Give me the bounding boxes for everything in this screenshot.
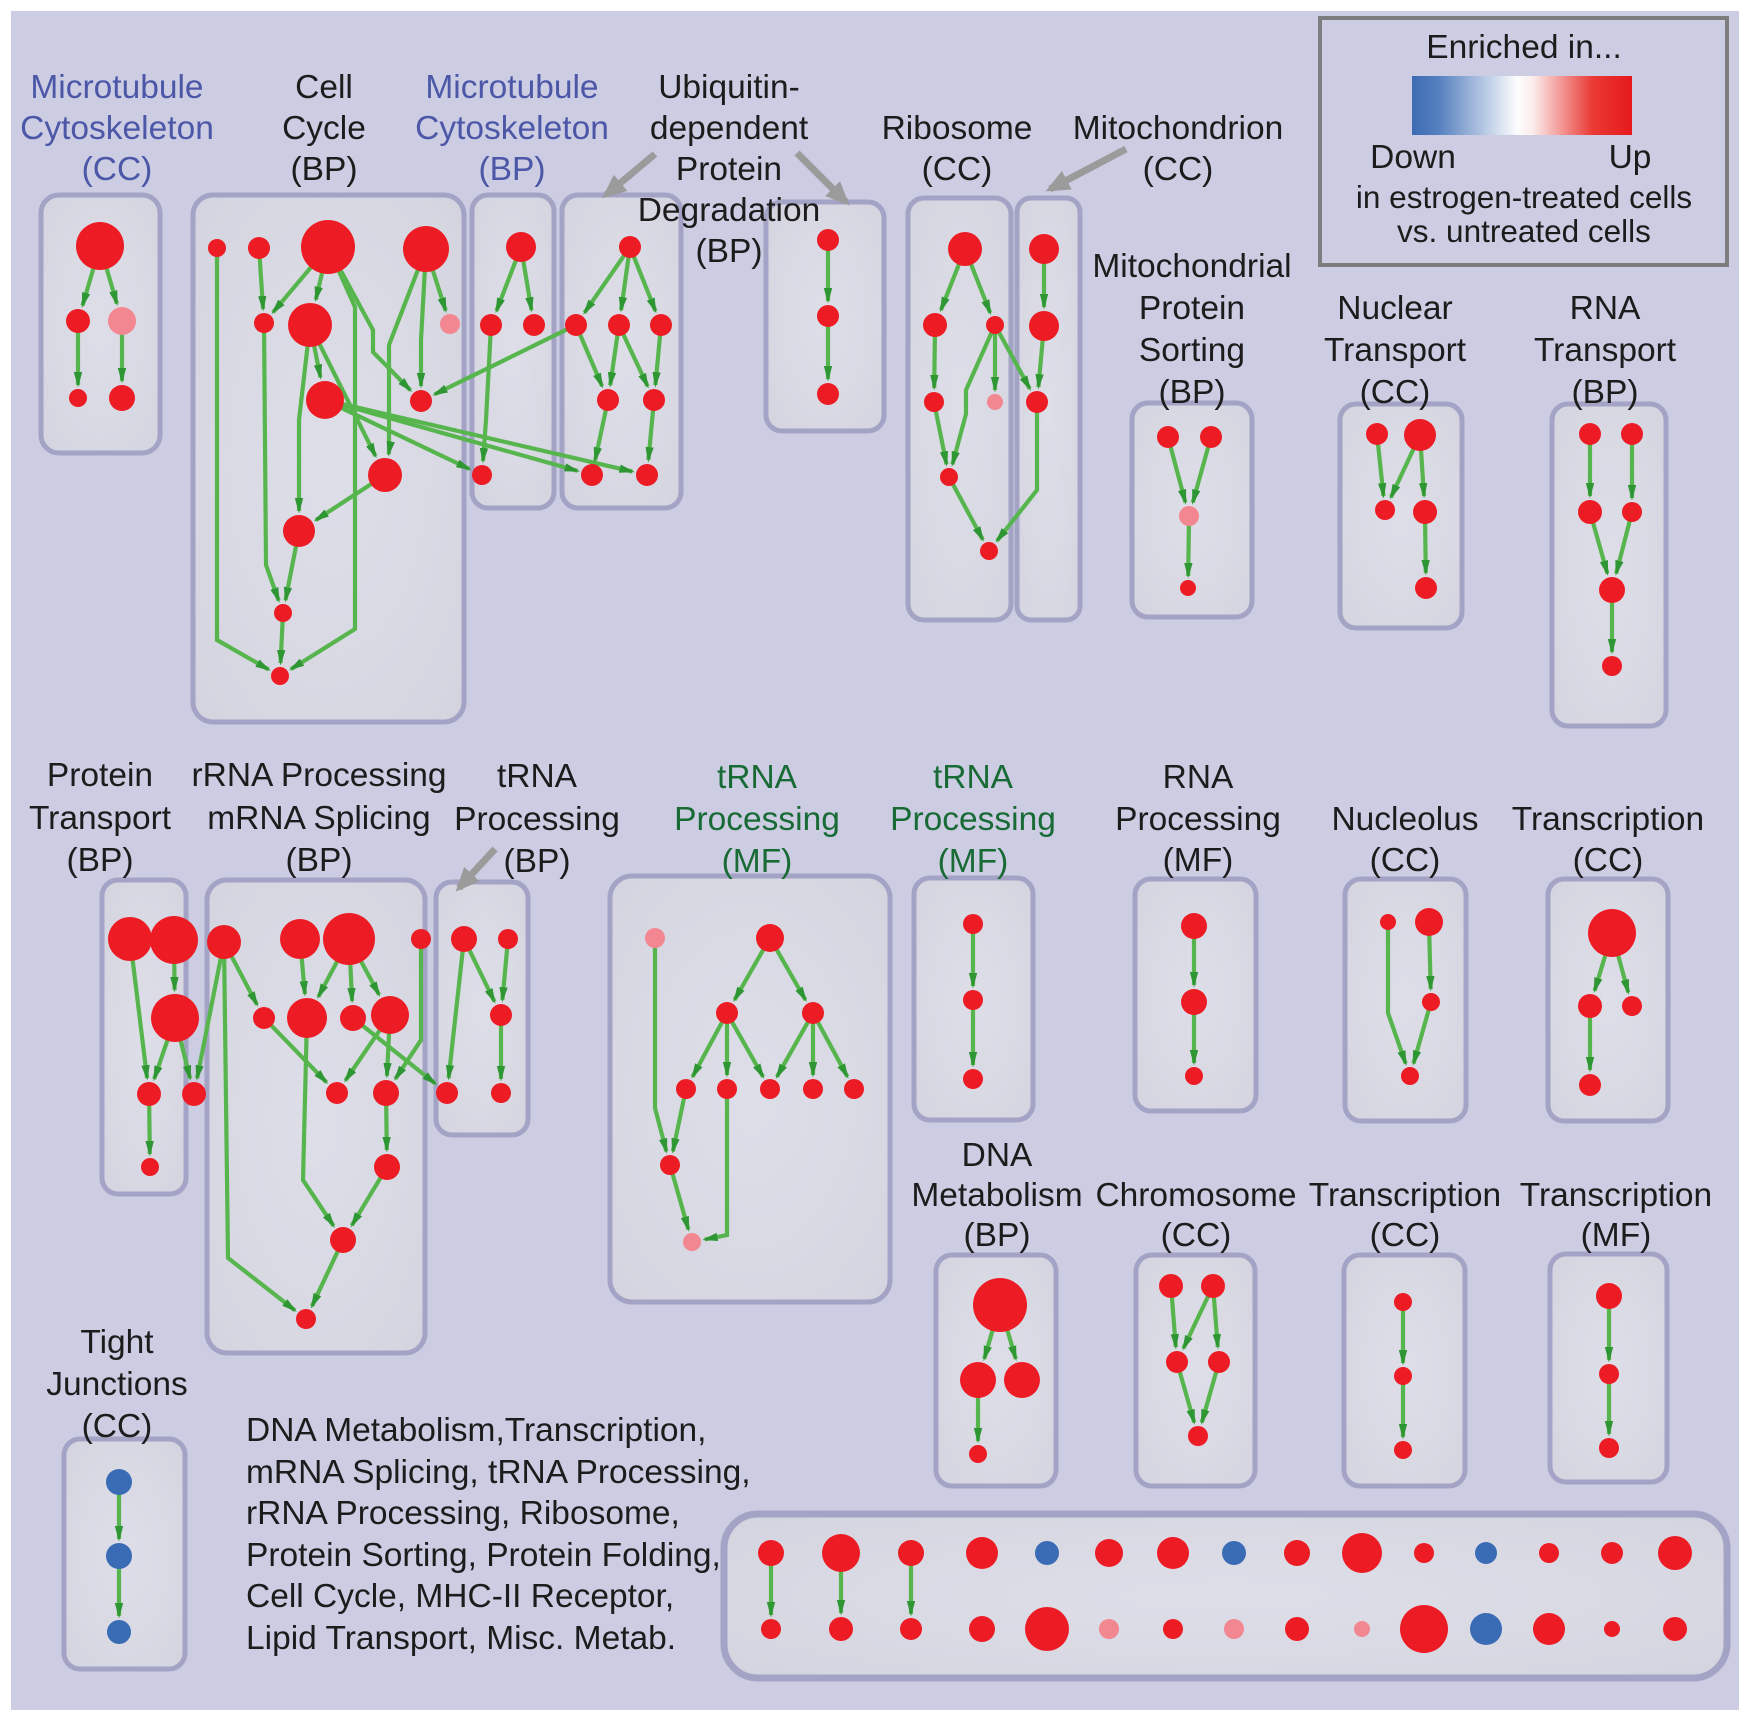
svg-text:Cytoskeleton: Cytoskeleton — [20, 110, 214, 147]
svg-text:Processing: Processing — [674, 801, 840, 838]
svg-text:(CC): (CC) — [1370, 1217, 1441, 1254]
svg-text:Lipid Transport, Misc. Metab.: Lipid Transport, Misc. Metab. — [246, 1620, 676, 1657]
svg-text:Cell: Cell — [295, 69, 353, 106]
svg-text:(BP): (BP) — [291, 151, 358, 188]
svg-text:Ubiquitin-: Ubiquitin- — [658, 69, 800, 106]
svg-text:dependent: dependent — [650, 110, 809, 147]
svg-text:Microtubule: Microtubule — [30, 69, 203, 106]
svg-text:(BP): (BP) — [964, 1217, 1031, 1254]
svg-text:RNA: RNA — [1163, 759, 1234, 796]
svg-text:(CC): (CC) — [922, 151, 993, 188]
svg-text:DNA Metabolism,Transcription,: DNA Metabolism,Transcription, — [246, 1412, 706, 1449]
svg-text:(BP): (BP) — [696, 233, 763, 270]
svg-text:tRNA: tRNA — [933, 759, 1014, 796]
svg-text:Ribosome: Ribosome — [882, 110, 1033, 147]
svg-text:Degradation: Degradation — [638, 192, 821, 229]
svg-text:RNA: RNA — [1570, 290, 1641, 327]
svg-text:Metabolism: Metabolism — [911, 1177, 1082, 1214]
svg-text:Up: Up — [1609, 139, 1652, 176]
svg-text:Cell Cycle, MHC-II Receptor,: Cell Cycle, MHC-II Receptor, — [246, 1578, 674, 1615]
svg-text:Protein Sorting, Protein Foldi: Protein Sorting, Protein Folding, — [246, 1537, 721, 1574]
svg-text:(CC): (CC) — [1161, 1217, 1232, 1254]
svg-text:Transcription: Transcription — [1512, 801, 1704, 838]
svg-text:Transport: Transport — [29, 800, 172, 837]
svg-text:(BP): (BP) — [1572, 374, 1639, 411]
svg-text:(CC): (CC) — [1370, 842, 1441, 879]
svg-text:(BP): (BP) — [504, 843, 571, 880]
svg-text:Processing: Processing — [890, 801, 1056, 838]
svg-text:Nucleolus: Nucleolus — [1331, 801, 1478, 838]
svg-text:(BP): (BP) — [1159, 374, 1226, 411]
svg-text:Microtubule: Microtubule — [425, 69, 598, 106]
svg-text:Transcription: Transcription — [1520, 1177, 1712, 1214]
svg-text:(CC): (CC) — [82, 151, 153, 188]
svg-text:(BP): (BP) — [479, 151, 546, 188]
svg-text:Processing: Processing — [1115, 801, 1281, 838]
svg-text:Transport: Transport — [1324, 332, 1467, 369]
svg-text:Processing: Processing — [454, 801, 620, 838]
svg-text:tRNA: tRNA — [717, 759, 798, 796]
svg-text:(CC): (CC) — [1360, 374, 1431, 411]
svg-text:Enriched in...: Enriched in... — [1426, 29, 1622, 66]
svg-text:in estrogen-treated cells: in estrogen-treated cells — [1356, 179, 1692, 215]
svg-text:(BP): (BP) — [286, 842, 353, 879]
svg-text:Mitochondrial: Mitochondrial — [1092, 248, 1291, 285]
svg-text:rRNA Processing: rRNA Processing — [191, 757, 446, 794]
svg-text:(MF): (MF) — [722, 843, 793, 880]
svg-text:DNA: DNA — [962, 1137, 1033, 1174]
svg-text:Transport: Transport — [1534, 332, 1677, 369]
svg-text:Chromosome: Chromosome — [1095, 1177, 1296, 1214]
svg-text:Down: Down — [1370, 139, 1456, 176]
svg-text:(MF): (MF) — [1163, 842, 1234, 879]
svg-text:(MF): (MF) — [938, 843, 1009, 880]
svg-text:Protein: Protein — [47, 757, 153, 794]
svg-text:Protein: Protein — [676, 151, 782, 188]
svg-text:Junctions: Junctions — [46, 1366, 188, 1403]
svg-text:rRNA Processing, Ribosome,: rRNA Processing, Ribosome, — [246, 1495, 680, 1532]
svg-text:Mitochondrion: Mitochondrion — [1073, 110, 1283, 147]
svg-text:(CC): (CC) — [1573, 842, 1644, 879]
svg-text:Cycle: Cycle — [282, 110, 366, 147]
svg-text:Cytoskeleton: Cytoskeleton — [415, 110, 609, 147]
svg-text:vs. untreated cells: vs. untreated cells — [1397, 213, 1651, 249]
svg-text:Transcription: Transcription — [1309, 1177, 1501, 1214]
svg-text:(BP): (BP) — [67, 842, 134, 879]
svg-text:tRNA: tRNA — [497, 758, 578, 795]
svg-text:(CC): (CC) — [1143, 151, 1214, 188]
svg-text:(CC): (CC) — [82, 1408, 153, 1445]
svg-text:Nuclear: Nuclear — [1337, 290, 1452, 327]
svg-text:Sorting: Sorting — [1139, 332, 1245, 369]
svg-text:mRNA Splicing, tRNA Processing: mRNA Splicing, tRNA Processing, — [246, 1454, 751, 1491]
svg-text:(MF): (MF) — [1581, 1217, 1652, 1254]
svg-text:Protein: Protein — [1139, 290, 1245, 327]
svg-text:Tight: Tight — [80, 1324, 154, 1361]
svg-text:mRNA Splicing: mRNA Splicing — [207, 800, 430, 837]
